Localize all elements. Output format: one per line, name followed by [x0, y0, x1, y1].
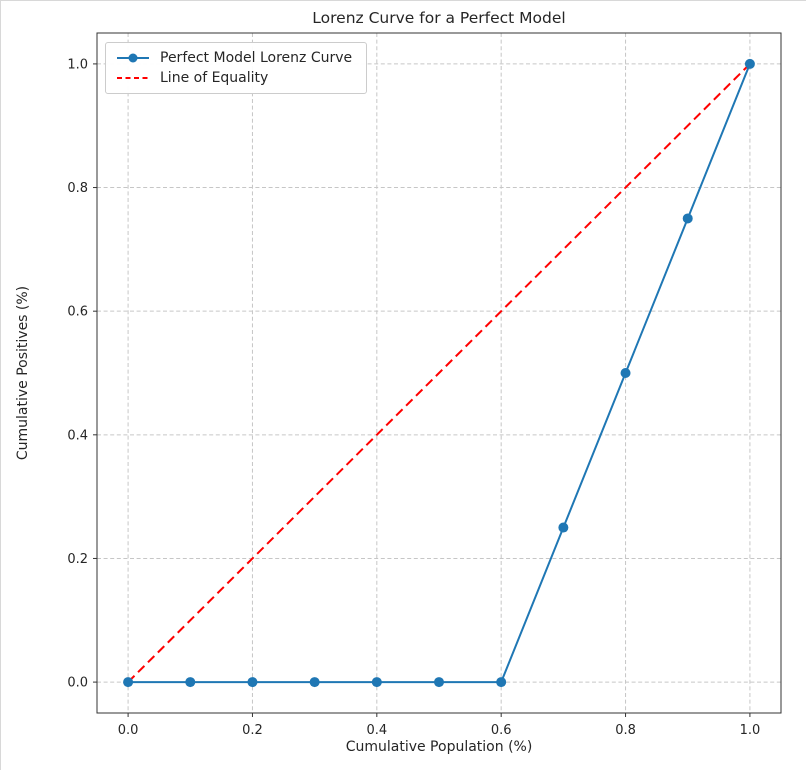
legend-label: Perfect Model Lorenz Curve — [160, 50, 353, 66]
chart-title: Lorenz Curve for a Perfect Model — [312, 9, 566, 27]
legend-label: Line of Equality — [160, 70, 269, 86]
y-tick-label: 0.2 — [67, 552, 88, 567]
x-tick-label: 0.6 — [491, 723, 512, 738]
line-marker-swatch-icon — [117, 53, 149, 63]
series-marker-0 — [123, 677, 134, 688]
series-marker-0 — [558, 522, 569, 533]
series-marker-0 — [682, 213, 693, 224]
dashed-line-swatch-icon — [117, 77, 149, 79]
series-marker-0 — [247, 677, 258, 688]
y-tick-label: 0.6 — [67, 305, 88, 320]
x-tick-label: 0.8 — [615, 723, 636, 738]
series-line-1 — [127, 63, 751, 683]
y-tick-label: 1.0 — [67, 57, 88, 72]
x-tick-label: 0.4 — [366, 723, 387, 738]
x-tick-label: 0.0 — [118, 723, 139, 738]
x-tick-label: 1.0 — [740, 723, 761, 738]
y-tick-label: 0.0 — [67, 676, 88, 691]
axes-spine — [96, 32, 782, 714]
x-axis-label: Cumulative Population (%) — [345, 739, 533, 755]
series-marker-0 — [371, 677, 382, 688]
y-tick-label: 0.8 — [67, 181, 88, 196]
legend-entry: Line of Equality — [115, 71, 352, 85]
y-tick-label: 0.4 — [67, 428, 88, 443]
series-marker-0 — [496, 677, 507, 688]
series-marker-0 — [744, 58, 755, 69]
x-tick-label: 0.2 — [242, 723, 263, 738]
series-marker-0 — [620, 368, 631, 378]
legend: Perfect Model Lorenz Curve Line of Equali… — [105, 42, 368, 94]
series-marker-0 — [309, 677, 320, 688]
series-marker-0 — [185, 677, 196, 688]
series-marker-0 — [434, 677, 444, 688]
legend-entry: Perfect Model Lorenz Curve — [115, 51, 352, 65]
